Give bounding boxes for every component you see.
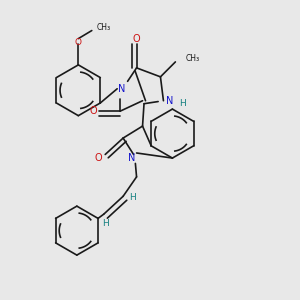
Text: H: H	[102, 219, 109, 228]
Text: O: O	[95, 153, 103, 163]
Text: O: O	[89, 106, 97, 116]
Text: H: H	[129, 193, 136, 202]
Text: O: O	[133, 34, 140, 44]
Text: N: N	[128, 153, 136, 163]
Text: CH₃: CH₃	[186, 54, 200, 63]
Text: N: N	[167, 96, 174, 106]
Text: O: O	[75, 38, 82, 47]
Text: N: N	[118, 84, 125, 94]
Text: H: H	[179, 99, 186, 108]
Text: CH₃: CH₃	[96, 23, 110, 32]
